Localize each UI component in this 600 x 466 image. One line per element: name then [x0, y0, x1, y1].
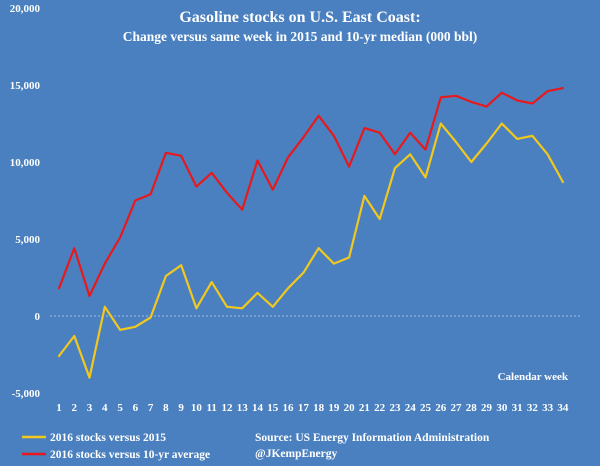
- x-tick-label: 9: [178, 402, 184, 414]
- y-tick-label: -5,000: [12, 388, 41, 400]
- x-tick-label: 27: [451, 402, 463, 414]
- x-tick-label: 31: [512, 402, 523, 414]
- x-tick-label: 23: [389, 402, 401, 414]
- x-tick-label: 21: [359, 402, 370, 414]
- x-tick-label: 13: [237, 402, 249, 414]
- chart-title: Gasoline stocks on U.S. East Coast:: [179, 9, 420, 26]
- x-tick-label: 20: [344, 402, 356, 414]
- x-tick-label: 25: [420, 402, 432, 414]
- x-tick-label: 2: [72, 402, 78, 414]
- y-tick-label: 10,000: [10, 157, 41, 169]
- y-axis-tick-labels: -5,000 0 5,000 10,000 15,000 20,000: [10, 3, 41, 400]
- x-tick-label: 34: [557, 402, 569, 414]
- x-tick-label: 26: [435, 402, 447, 414]
- x-tick-label: 1: [56, 402, 62, 414]
- x-tick-label: 32: [527, 402, 539, 414]
- x-tick-label: 16: [283, 402, 295, 414]
- legend-label: 2016 stocks versus 2015: [50, 432, 166, 444]
- x-tick-label: 7: [148, 402, 154, 414]
- series-line-vs-2015: [57, 122, 565, 379]
- x-tick-label: 17: [298, 402, 310, 414]
- x-tick-label: 33: [542, 402, 554, 414]
- x-tick-label: 19: [328, 402, 340, 414]
- x-tick-label: 18: [313, 402, 325, 414]
- x-tick-label: 30: [496, 402, 508, 414]
- source-note: Source: US Energy Information Administra…: [255, 432, 490, 444]
- x-tick-label: 14: [252, 402, 264, 414]
- legend: 2016 stocks versus 2015 2016 stocks versu…: [22, 432, 210, 461]
- x-tick-label: 11: [206, 402, 216, 414]
- x-tick-label: 8: [163, 402, 169, 414]
- x-tick-label: 22: [374, 402, 386, 414]
- series-line-vs-10yr-average: [57, 86, 565, 298]
- x-tick-label: 24: [405, 402, 417, 414]
- x-tick-label: 10: [191, 402, 203, 414]
- y-tick-label: 0: [35, 311, 41, 323]
- y-tick-label: 5,000: [15, 234, 40, 246]
- x-tick-label: 6: [133, 402, 139, 414]
- y-tick-label: 20,000: [10, 3, 41, 15]
- x-tick-label: 15: [267, 402, 279, 414]
- x-tick-label: 5: [117, 402, 123, 414]
- x-axis-label: Calendar week: [498, 371, 569, 383]
- x-tick-label: 28: [466, 402, 478, 414]
- x-tick-label: 12: [221, 402, 233, 414]
- x-axis-tick-labels: 1 2 3 4 5 6 7 8 9 10 11 12 13 14 15 16 17 18 19 20 21 22 23 24 2…: [56, 402, 569, 414]
- series-lines: [57, 86, 565, 379]
- legend-label: 2016 stocks versus 10-yr average: [50, 449, 210, 461]
- chart-subtitle: Change versus same week in 2015 and 10-y…: [123, 29, 478, 44]
- x-tick-label: 3: [87, 402, 93, 414]
- y-tick-label: 15,000: [10, 80, 41, 92]
- x-tick-label: 4: [102, 402, 108, 414]
- x-tick-label: 29: [481, 402, 493, 414]
- author-credit: @JKempEnergy: [255, 448, 337, 460]
